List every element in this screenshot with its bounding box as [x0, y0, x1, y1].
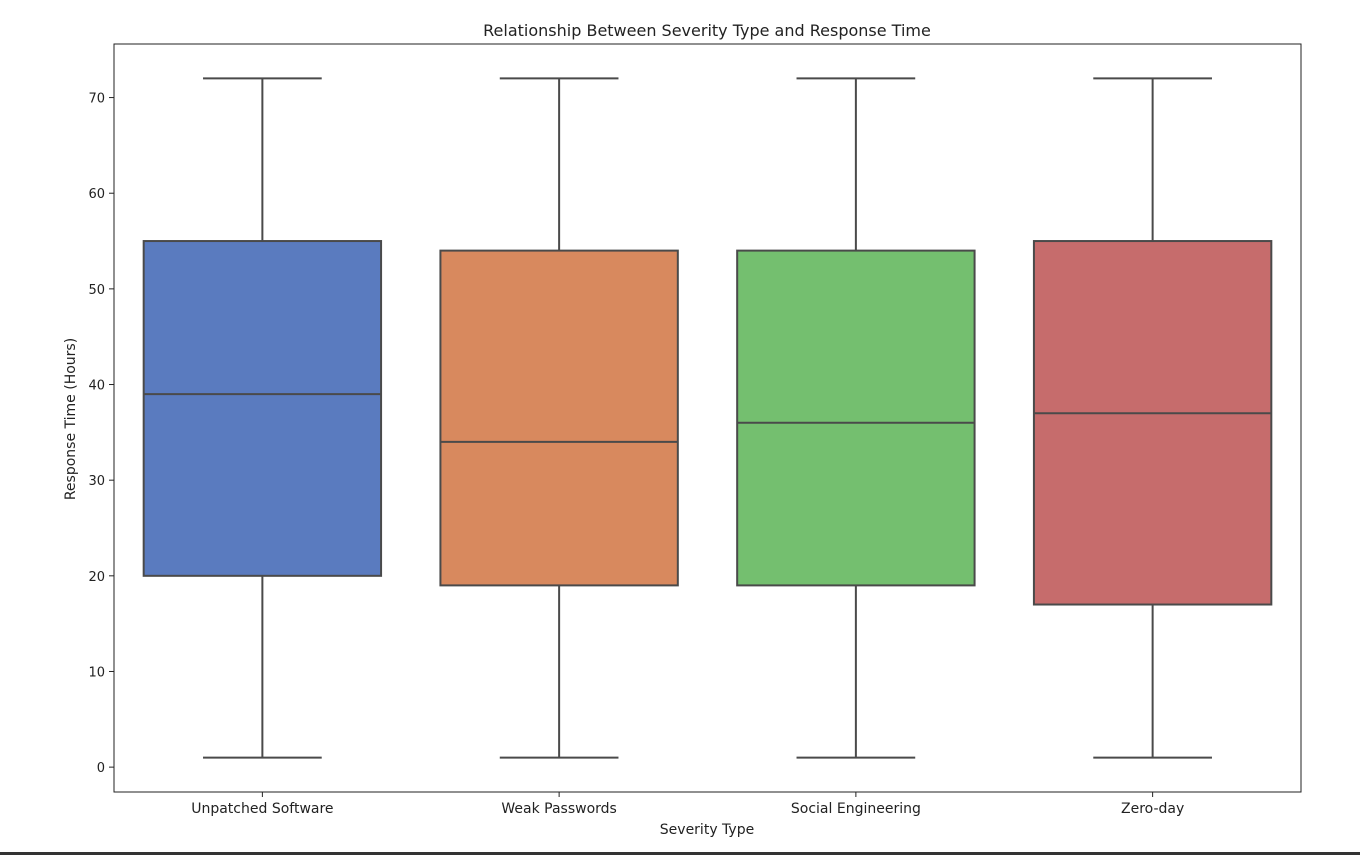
- y-axis: 0 10 20 30 40 50 60 70: [88, 92, 114, 776]
- iqr-box: [142, 240, 383, 577]
- y-tick-label: 30: [88, 474, 105, 489]
- bottom-divider: [0, 852, 1360, 855]
- chart-title: Relationship Between Severity Type and R…: [483, 21, 931, 40]
- x-axis: Unpatched Software Weak Passwords Social E…: [191, 792, 1184, 817]
- y-tick-label: 70: [88, 92, 105, 107]
- iqr-box: [1032, 240, 1273, 606]
- box-zero-day: [1032, 77, 1273, 759]
- y-axis-label: Response Time (Hours): [63, 338, 79, 500]
- box-weak-passwords: [439, 77, 679, 759]
- box-unpatched-software: [142, 77, 383, 759]
- plot-frame: [113, 43, 1302, 793]
- x-axis-label: Severity Type: [660, 822, 754, 838]
- y-tick-label: 10: [88, 665, 105, 680]
- y-tick-label: 20: [88, 570, 105, 585]
- x-tick-label: Social Engineering: [791, 801, 921, 817]
- x-tick-label: Unpatched Software: [191, 801, 333, 817]
- y-tick-label: 0: [97, 761, 105, 776]
- iqr-box: [736, 249, 976, 587]
- x-tick-label: Weak Passwords: [501, 801, 616, 817]
- boxes-layer: [142, 77, 1273, 759]
- x-tick-label: Zero-day: [1121, 801, 1184, 817]
- box-social-engineering: [736, 77, 976, 759]
- y-tick-label: 60: [88, 187, 105, 202]
- iqr-box: [439, 249, 679, 587]
- y-tick-label: 40: [88, 379, 105, 394]
- y-tick-label: 50: [88, 283, 105, 298]
